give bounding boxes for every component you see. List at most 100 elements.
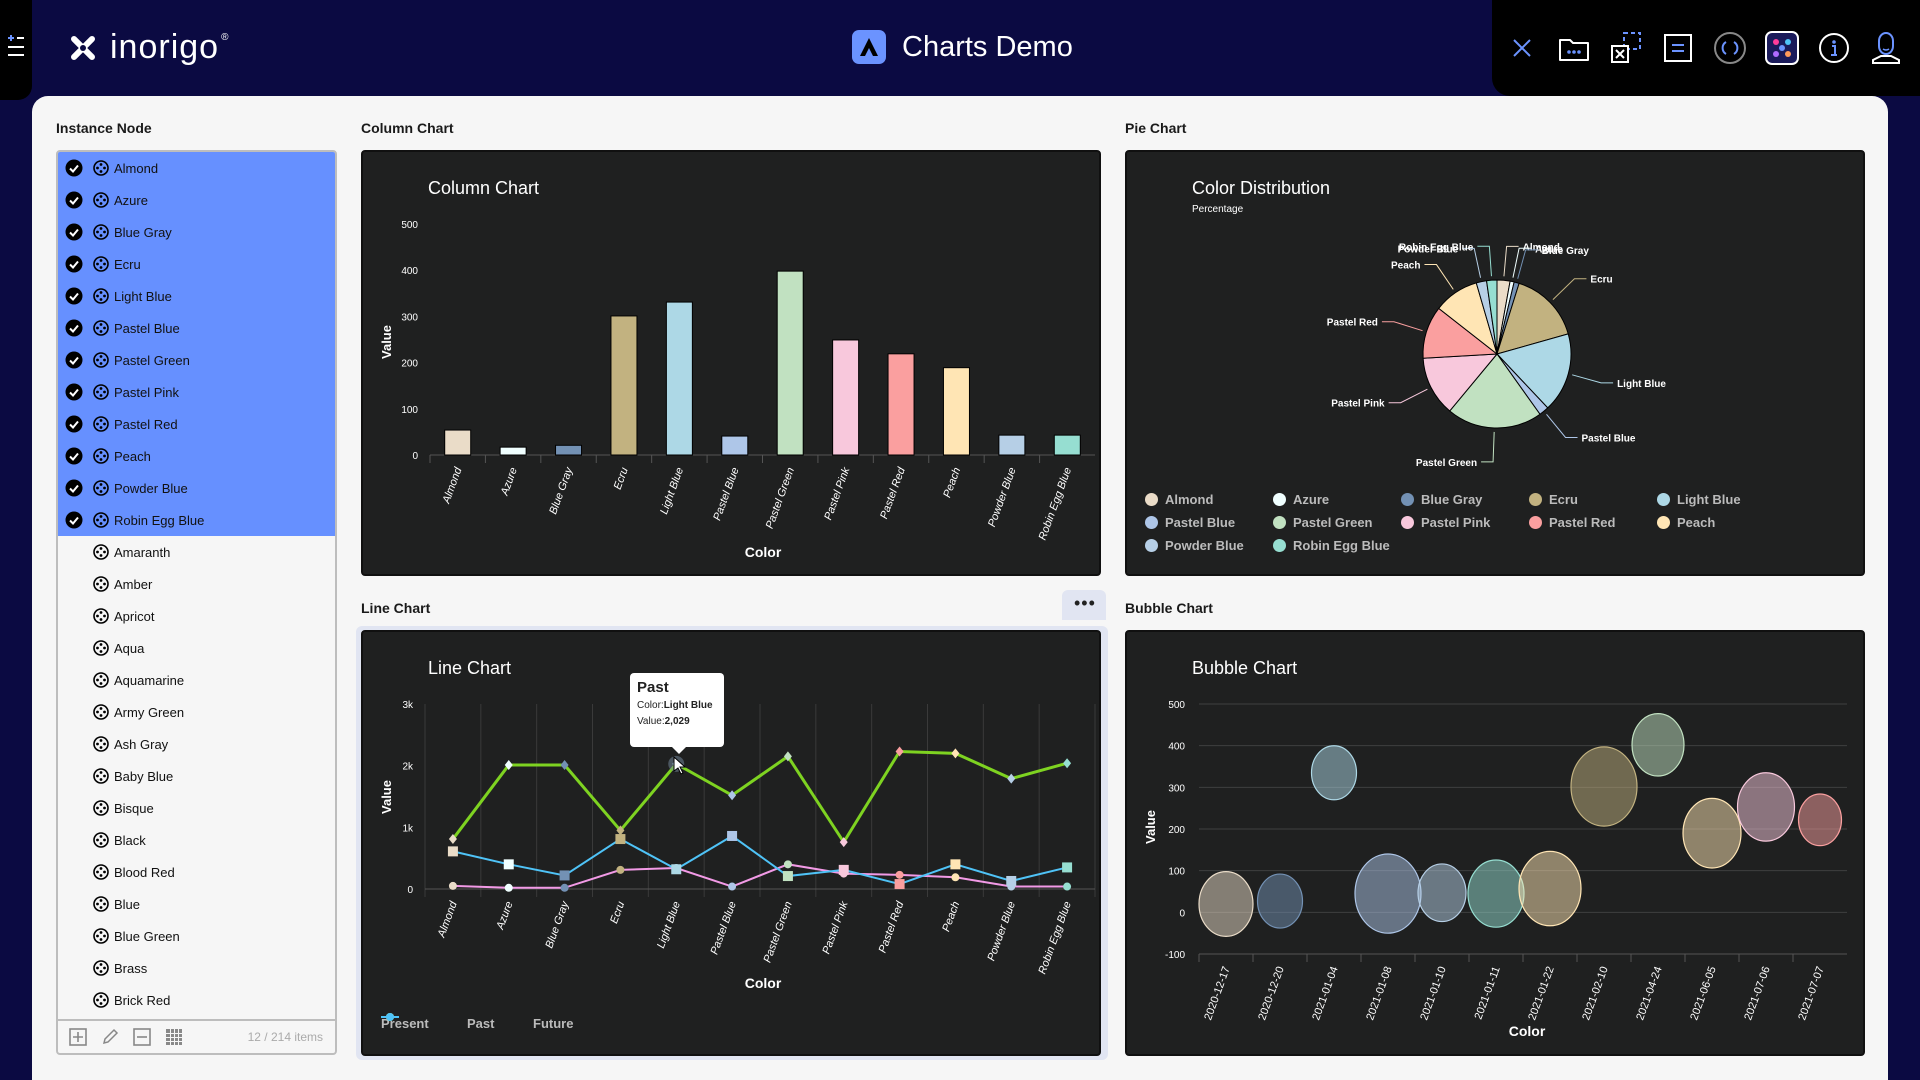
side-toggle[interactable] [0,0,32,100]
list-item[interactable]: Amber [58,568,335,600]
instance-node-icon [93,352,109,368]
list-item[interactable]: Pastel Pink [58,376,335,408]
list-item[interactable]: Pastel Blue [58,312,335,344]
list-item[interactable]: Powder Blue [58,472,335,504]
list-item[interactable]: Blue Gray [58,216,335,248]
list-item[interactable]: Baby Blue [58,760,335,792]
list-item[interactable]: Azure [58,184,335,216]
app-grid-icon[interactable] [1756,22,1808,74]
chart-title: Line Chart [428,658,511,678]
bubble[interactable] [1797,793,1843,847]
list-item[interactable]: Blood Red [58,856,335,888]
list-item[interactable]: Pastel Green [58,344,335,376]
list-item[interactable]: Almond [58,152,335,184]
list-item[interactable]: Blue [58,888,335,920]
folder-more-icon[interactable] [1548,22,1600,74]
pie-leader-line [1517,249,1538,279]
x-tick-label: Powder Blue [986,466,1019,529]
list-item[interactable]: Black [58,824,335,856]
info-icon[interactable] [1808,22,1860,74]
checked-icon[interactable] [65,223,83,241]
list-item[interactable]: Brick Red [58,984,335,1016]
legend-item[interactable]: Pastel Pink [1401,511,1529,534]
close-icon[interactable] [1496,22,1548,74]
bubble[interactable] [1354,853,1422,934]
list-item[interactable]: Ecru [58,248,335,280]
list-item[interactable]: Peach [58,440,335,472]
y-tick-label: 400 [401,266,418,277]
bubble[interactable] [1310,745,1358,801]
bubble[interactable] [1736,772,1796,842]
y-tick-label: 200 [1168,825,1185,836]
x-tick-label: Pastel Green [762,900,795,964]
checked-icon[interactable] [65,511,83,529]
legend-item[interactable]: Pastel Green [1273,511,1401,534]
list-item-label: Aquamarine [114,672,185,688]
more-options-button[interactable]: ••• [1074,593,1096,613]
data-point [503,859,514,870]
list-item[interactable]: Ash Gray [58,728,335,760]
checked-icon[interactable] [65,319,83,337]
bubble[interactable] [1467,859,1525,928]
legend-item[interactable]: Robin Egg Blue [1273,534,1401,557]
legend-item[interactable]: Future [381,1012,619,1035]
data-point [1062,862,1073,873]
x-tick-label: Blue Gray [547,465,576,516]
checked-icon[interactable] [65,447,83,465]
refresh-icon[interactable] [1704,22,1756,74]
legend-item[interactable]: Light Blue [1657,488,1785,511]
x-tick-label: 2021-06-05 [1688,965,1719,1022]
list-item[interactable]: Robin Egg Blue [58,504,335,536]
bubble[interactable] [1682,797,1742,869]
selection-remove-icon[interactable] [1600,22,1652,74]
table-icon[interactable] [164,1027,184,1047]
checked-icon[interactable] [65,191,83,209]
app-title-text: Charts Demo [902,30,1073,63]
legend-item[interactable]: Almond [1145,488,1273,511]
legend-item[interactable]: Pastel Blue [1145,511,1273,534]
menu-icon[interactable] [6,32,26,60]
user-icon[interactable] [1860,22,1912,74]
list-item[interactable]: Aqua [58,632,335,664]
bubble[interactable] [1570,746,1638,827]
checked-icon[interactable] [65,351,83,369]
checked-icon[interactable] [65,255,83,273]
list-item[interactable]: Amaranth [58,536,335,568]
edit-icon[interactable] [100,1027,120,1047]
legend-item[interactable]: Azure [1273,488,1401,511]
legend-item[interactable]: Powder Blue [1145,534,1273,557]
data-point [448,881,457,890]
add-icon[interactable] [68,1027,88,1047]
x-tick-label: Almond [435,899,460,940]
form-icon[interactable] [1652,22,1704,74]
list-item[interactable]: Blue Green [58,920,335,952]
list-item[interactable]: Light Blue [58,280,335,312]
bubble[interactable] [1631,713,1685,777]
checked-icon[interactable] [65,383,83,401]
legend-item[interactable]: Past [381,1012,533,1035]
legend-item[interactable]: Ecru [1529,488,1657,511]
checked-icon[interactable] [65,415,83,433]
bubble[interactable] [1518,850,1582,927]
bubble[interactable] [1198,871,1254,938]
checked-icon[interactable] [65,159,83,177]
legend-item[interactable]: Peach [1657,511,1785,534]
list-item[interactable]: Army Green [58,696,335,728]
checked-icon[interactable] [65,479,83,497]
list-item[interactable]: Brass [58,952,335,984]
series-line-future [452,834,1068,886]
checked-icon[interactable] [65,287,83,305]
bubble[interactable] [1256,873,1304,929]
data-point [727,830,738,841]
bubble[interactable] [1417,863,1467,923]
list-item[interactable]: Pastel Red [58,408,335,440]
list-item[interactable]: Apricot [58,600,335,632]
instance-node-list[interactable]: Almond Azure Blue Gray Ecru Light Blue Pastel… [56,150,337,1055]
list-item[interactable]: Bisque [58,792,335,824]
y-tick-label: 3k [402,700,414,711]
remove-icon[interactable] [132,1027,152,1047]
legend-item[interactable]: Pastel Red [1529,511,1657,534]
list-item[interactable]: Aquamarine [58,664,335,696]
legend-item[interactable]: Blue Gray [1401,488,1529,511]
instance-node-icon [93,640,109,656]
